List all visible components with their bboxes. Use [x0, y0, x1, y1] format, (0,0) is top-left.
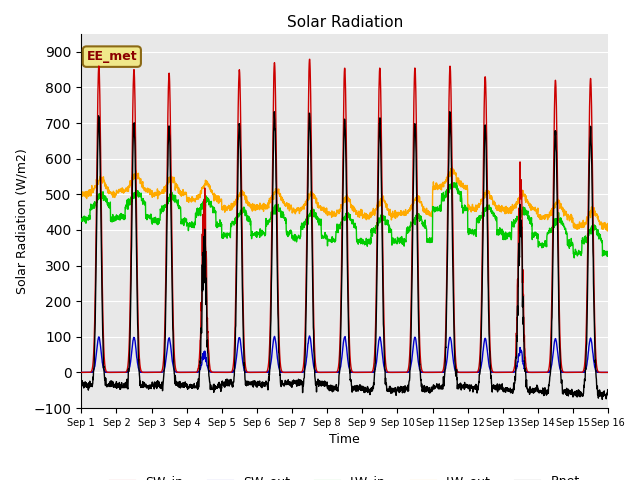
LW_in: [360, 239, 367, 244]
SW_in: [306, 56, 314, 62]
SW_out: [498, 370, 506, 375]
SW_out: [604, 370, 612, 375]
LW_in: [570, 255, 578, 261]
Line: Rnet: Rnet: [81, 112, 608, 399]
LW_out: [371, 210, 379, 216]
Rnet: [446, 109, 454, 115]
SW_in: [360, 370, 368, 375]
LW_in: [371, 228, 379, 234]
Line: LW_out: LW_out: [81, 168, 608, 231]
Rnet: [498, 384, 506, 390]
LW_in: [558, 218, 566, 224]
Legend: SW_in, SW_out, LW_in, LW_out, Rnet: SW_in, SW_out, LW_in, LW_out, Rnet: [105, 470, 585, 480]
LW_out: [498, 203, 506, 208]
Line: LW_in: LW_in: [81, 183, 608, 258]
Title: Solar Radiation: Solar Radiation: [287, 15, 403, 30]
LW_out: [77, 192, 85, 197]
SW_out: [573, 370, 580, 375]
Rnet: [573, 388, 580, 394]
SW_out: [360, 370, 368, 375]
SW_out: [558, 370, 566, 375]
SW_in: [573, 370, 580, 375]
LW_in: [225, 230, 232, 236]
LW_out: [448, 165, 456, 170]
Line: SW_out: SW_out: [81, 336, 608, 372]
Rnet: [604, 389, 612, 395]
X-axis label: Time: Time: [330, 433, 360, 446]
LW_in: [498, 228, 506, 233]
LW_in: [604, 251, 612, 256]
Line: SW_in: SW_in: [81, 59, 608, 372]
Rnet: [360, 387, 367, 393]
LW_in: [77, 218, 85, 224]
Rnet: [77, 383, 85, 389]
SW_in: [604, 370, 612, 375]
Rnet: [558, 377, 566, 383]
LW_out: [360, 214, 367, 220]
LW_out: [604, 223, 612, 228]
Rnet: [598, 396, 606, 402]
SW_in: [77, 370, 85, 375]
SW_in: [498, 370, 506, 375]
SW_in: [225, 370, 232, 375]
LW_in: [451, 180, 458, 186]
SW_in: [371, 332, 379, 338]
Rnet: [371, 360, 379, 366]
SW_out: [77, 370, 85, 375]
LW_out: [573, 223, 580, 228]
SW_in: [558, 365, 566, 371]
SW_out: [371, 365, 379, 371]
SW_out: [305, 333, 313, 339]
LW_out: [225, 204, 232, 209]
Text: EE_met: EE_met: [86, 50, 137, 63]
LW_out: [604, 228, 611, 234]
LW_out: [558, 206, 566, 212]
LW_in: [573, 249, 580, 255]
Rnet: [225, 379, 232, 385]
SW_out: [225, 370, 232, 375]
Y-axis label: Solar Radiation (W/m2): Solar Radiation (W/m2): [15, 148, 28, 294]
